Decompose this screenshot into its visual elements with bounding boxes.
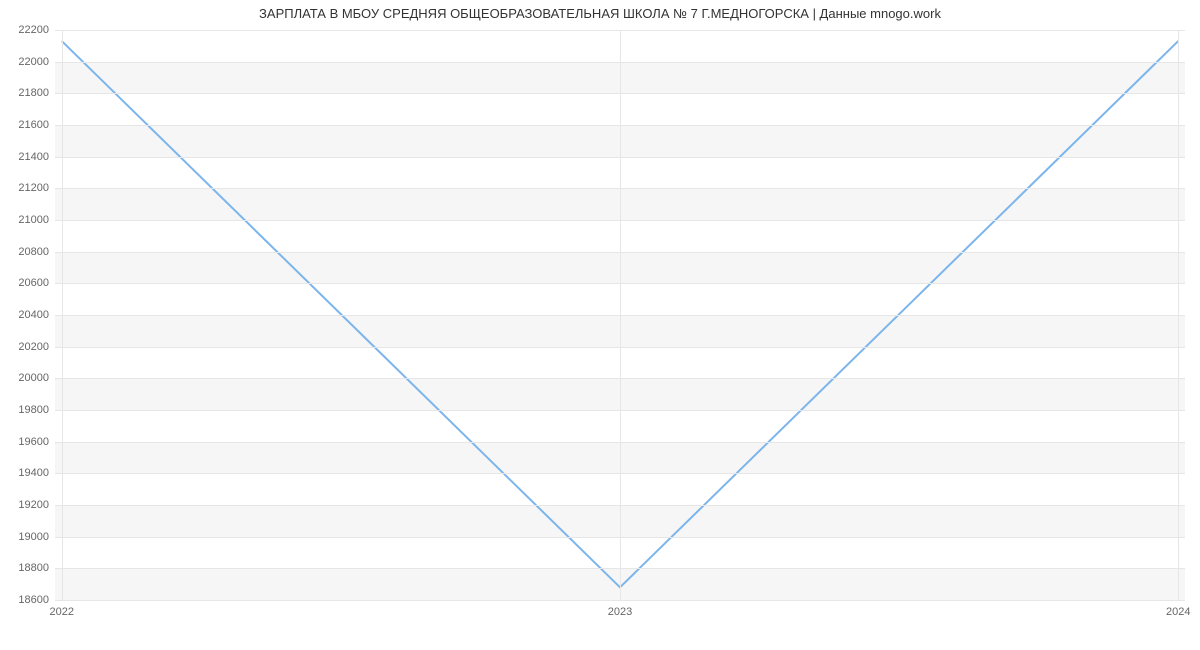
x-axis-tick-label: 2024	[1166, 600, 1190, 618]
y-axis-tick-label: 19800	[18, 404, 55, 416]
plot-area: 1860018800190001920019400196001980020000…	[55, 30, 1185, 600]
y-axis-tick-label: 19400	[18, 467, 55, 479]
gridline-vertical	[1178, 30, 1179, 600]
y-axis-tick-label: 20000	[18, 372, 55, 384]
y-axis-tick-label: 21600	[18, 119, 55, 131]
y-axis-tick-label: 21400	[18, 151, 55, 163]
gridline-vertical	[620, 30, 621, 600]
y-axis-tick-label: 18800	[18, 562, 55, 574]
y-axis-tick-label: 22000	[18, 56, 55, 68]
y-axis-tick-label: 21200	[18, 182, 55, 194]
y-axis-tick-label: 20800	[18, 246, 55, 258]
x-axis-tick-label: 2023	[608, 600, 632, 618]
y-axis-tick-label: 19000	[18, 531, 55, 543]
y-axis-tick-label: 19600	[18, 436, 55, 448]
gridline-vertical	[62, 30, 63, 600]
y-axis-tick-label: 21000	[18, 214, 55, 226]
y-axis-tick-label: 22200	[18, 24, 55, 36]
x-axis-tick-label: 2022	[50, 600, 74, 618]
y-axis-tick-label: 21800	[18, 87, 55, 99]
chart-title: ЗАРПЛАТА В МБОУ СРЕДНЯЯ ОБЩЕОБРАЗОВАТЕЛЬ…	[0, 6, 1200, 21]
y-axis-tick-label: 19200	[18, 499, 55, 511]
chart-container: ЗАРПЛАТА В МБОУ СРЕДНЯЯ ОБЩЕОБРАЗОВАТЕЛЬ…	[0, 0, 1200, 650]
y-axis-tick-label: 20200	[18, 341, 55, 353]
y-axis-tick-label: 20600	[18, 277, 55, 289]
y-axis-tick-label: 20400	[18, 309, 55, 321]
